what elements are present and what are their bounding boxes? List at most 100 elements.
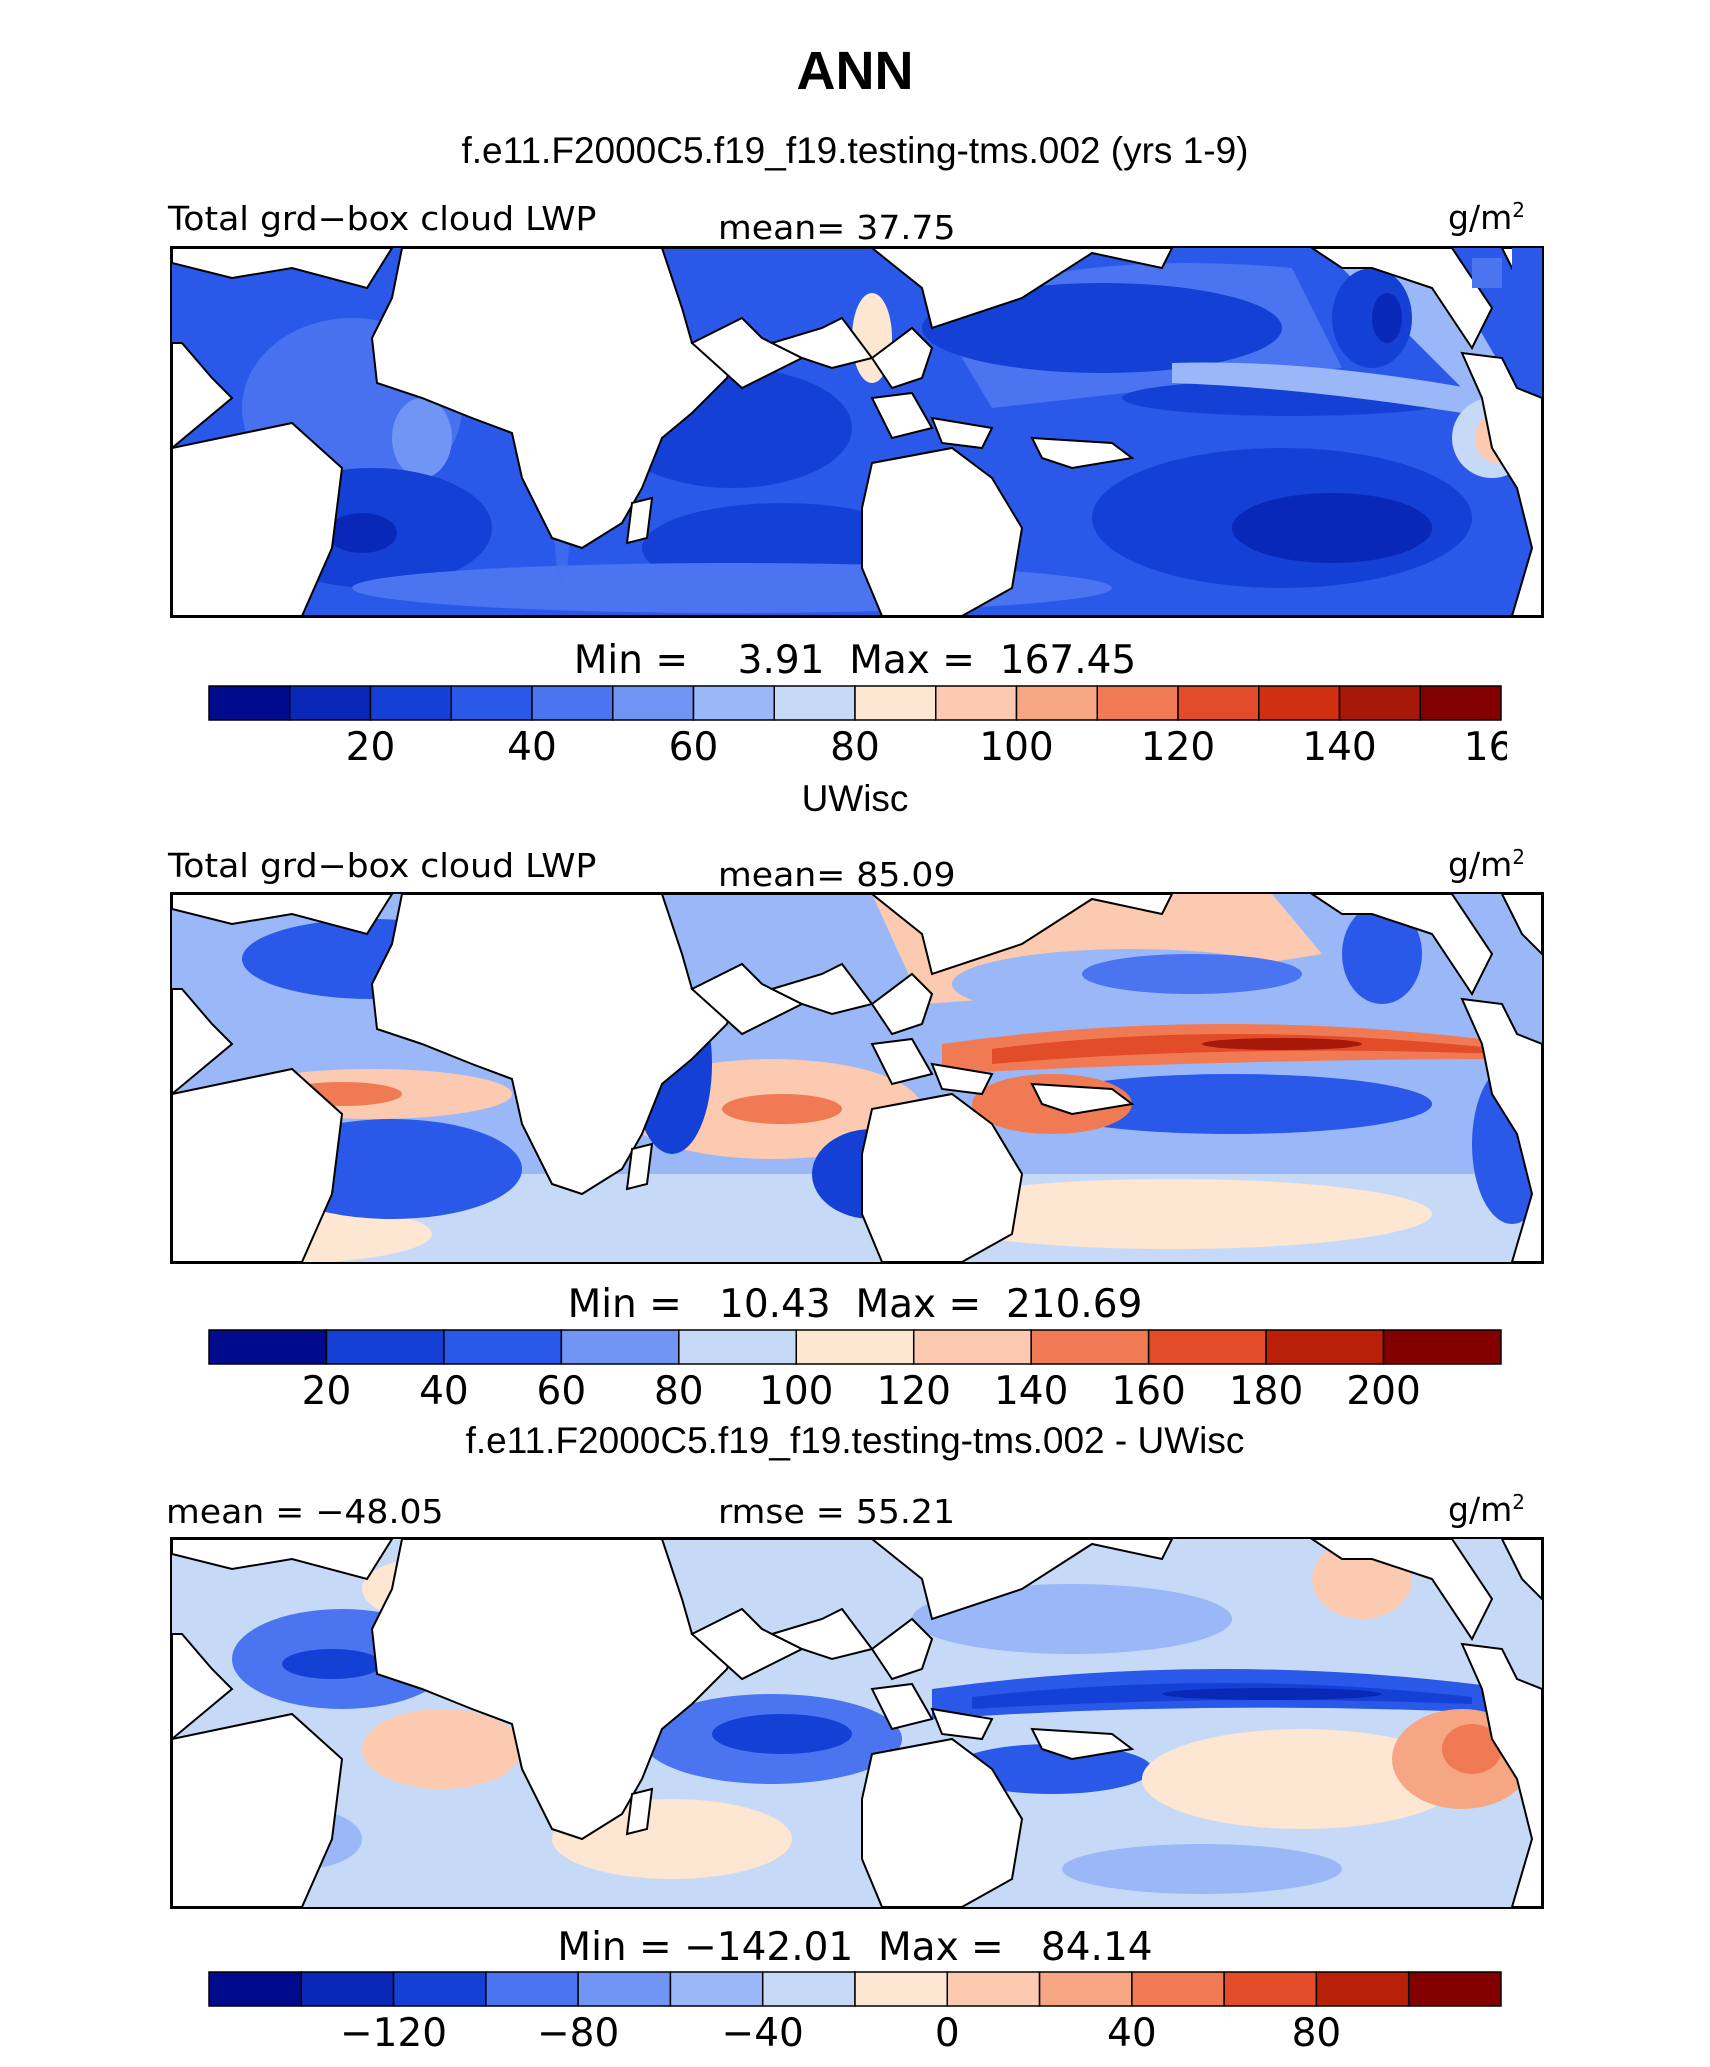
- continents: [172, 1539, 1542, 1907]
- colorbar-box: [1177, 685, 1260, 721]
- colorbar-tick-label: 60: [537, 1369, 587, 1414]
- colorbar-tick-label: 100: [759, 1369, 833, 1414]
- itcz-light-band: [1172, 362, 1522, 423]
- panel-2-variable-label: Total grd−box cloud LWP: [168, 846, 597, 885]
- spcz-blue: [952, 1744, 1152, 1794]
- colorbar-box: [761, 1971, 856, 2007]
- panel-2-mean-label: mean= 85.09: [718, 855, 956, 894]
- panel-2-colorbar: 20 40 60 80 100 120 140 160 180 200: [208, 1329, 1502, 1414]
- panel-3-map-field: [172, 1539, 1542, 1907]
- colorbar-box: [1315, 1971, 1410, 2007]
- south-pacific-pale-orange: [912, 1179, 1432, 1249]
- colorbar-tick-label: 80: [1292, 2011, 1342, 2056]
- atlantic-west-patch: [1512, 248, 1542, 338]
- figure-title: ANN: [796, 41, 914, 101]
- colorbar-box: [1038, 1971, 1133, 2007]
- colorbar-box: [946, 1971, 1041, 2007]
- panel-3-minmax: Min = −142.01 Max = 84.14: [557, 1925, 1153, 1970]
- north-pacific-light: [912, 1584, 1232, 1654]
- colorbar-tick-label: 140: [994, 1369, 1068, 1414]
- colorbar-box: [1030, 1329, 1150, 1365]
- colorbar-box: [325, 1329, 445, 1365]
- panel-1-minmax: Min = 3.91 Max = 167.45: [573, 638, 1137, 683]
- colorbar-tick-label: 200: [1346, 1369, 1420, 1414]
- colorbar-box: [300, 1971, 395, 2007]
- panel-3-rmse-label: rmse = 55.21: [718, 1492, 956, 1531]
- colorbar-tick-label: 120: [877, 1369, 951, 1414]
- colorbar-tick-label: 80: [654, 1369, 704, 1414]
- colorbar-tick-label: 100: [979, 725, 1053, 770]
- south-pacific-blue: [1062, 1844, 1342, 1894]
- colorbar-tick-label: 140: [1302, 725, 1376, 770]
- colorbar-box: [612, 685, 695, 721]
- colorbar-tick-label: −120: [340, 2011, 447, 2056]
- colorbar-box: [560, 1329, 680, 1365]
- colorbar-box: [289, 685, 372, 721]
- colorbar-box: [577, 1971, 672, 2007]
- indian-ocean-core: [712, 1714, 852, 1754]
- colorbar-box: [912, 1329, 1032, 1365]
- colorbar-tick-label: 160: [1464, 725, 1507, 770]
- colorbar-box: [1382, 1329, 1502, 1365]
- colorbar-box: [1015, 685, 1098, 721]
- colorbar-tick-label: −80: [537, 2011, 619, 2056]
- colorbar-box: [1338, 685, 1421, 721]
- colorbar-box: [773, 685, 856, 721]
- colorbar-tick-label: 40: [419, 1369, 469, 1414]
- peru-red: [1442, 1724, 1502, 1774]
- california-core: [1372, 293, 1402, 343]
- panel-1-units: g/m2: [1448, 198, 1525, 237]
- colorbar-box: [208, 1329, 328, 1365]
- south-pacific-core: [1232, 493, 1432, 563]
- panel-3-units: g/m2: [1448, 1490, 1525, 1529]
- colorbar-box: [443, 1329, 563, 1365]
- colorbar-box: [1258, 685, 1341, 721]
- colorbar-tick-label: −40: [722, 2011, 804, 2056]
- south-atlantic-core: [327, 513, 397, 553]
- colorbar-box: [854, 1971, 949, 2007]
- colorbar-tick-label: 120: [1141, 725, 1215, 770]
- indian-ocean-red: [722, 1094, 842, 1124]
- pacific-itcz-max: [1202, 1038, 1362, 1050]
- panel-2-map-field: [172, 894, 1542, 1262]
- colorbar-tick-label: 0: [935, 2011, 960, 2056]
- colorbar-box: [1407, 1971, 1502, 2007]
- panel-1-case-title: f.e11.F2000C5.f19_f19.testing-tms.002 (y…: [461, 130, 1249, 171]
- colorbar-box: [531, 685, 614, 721]
- colorbar-box: [369, 685, 452, 721]
- panel-1-mean-label: mean= 37.75: [718, 208, 956, 247]
- panel-3-colorbar: −120 −80 −40 0 40 80: [208, 1971, 1502, 2056]
- panel-1-map-field: [172, 248, 1542, 616]
- panel-1-colorbar: 20 40 60 80 100 120 140 160: [208, 685, 1507, 770]
- colorbar-tick-label: 20: [302, 1369, 352, 1414]
- panel-2-case-title: UWisc: [801, 778, 909, 819]
- atlantic-pale-patch: [392, 398, 452, 478]
- colorbar-tick-label: 80: [830, 725, 880, 770]
- south-pacific-blue: [1032, 1074, 1432, 1134]
- colorbar-box: [795, 1329, 915, 1365]
- colorbar-box: [669, 1971, 764, 2007]
- colorbar-box: [208, 685, 291, 721]
- continents: [172, 248, 1542, 616]
- colorbar-tick-label: 180: [1229, 1369, 1303, 1414]
- colorbar-tick-label: 40: [1107, 2011, 1157, 2056]
- colorbar-box: [854, 685, 937, 721]
- california-blue: [1342, 904, 1422, 1004]
- colorbar-box: [1419, 685, 1502, 721]
- north-pacific-mid: [1082, 954, 1302, 994]
- colorbar-box: [935, 685, 1018, 721]
- panel-2-minmax: Min = 10.43 Max = 210.69: [567, 1282, 1143, 1327]
- continents: [172, 894, 1542, 1262]
- panel-1-map: [170, 246, 1544, 618]
- panel-1-variable-label: Total grd−box cloud LWP: [168, 199, 597, 238]
- north-pacific-deep: [922, 283, 1282, 373]
- panel-2-map: [170, 892, 1544, 1264]
- colorbar-box: [678, 1329, 798, 1365]
- colorbar-box: [692, 685, 775, 721]
- colorbar-box: [1265, 1329, 1385, 1365]
- colorbar-box: [485, 1971, 579, 2007]
- panel-3-mean-label: mean = −48.05: [166, 1492, 444, 1531]
- colorbar-tick-label: 160: [1111, 1369, 1185, 1414]
- atlantic-blue-core: [282, 1649, 382, 1679]
- itcz-bias-max: [1162, 1688, 1382, 1700]
